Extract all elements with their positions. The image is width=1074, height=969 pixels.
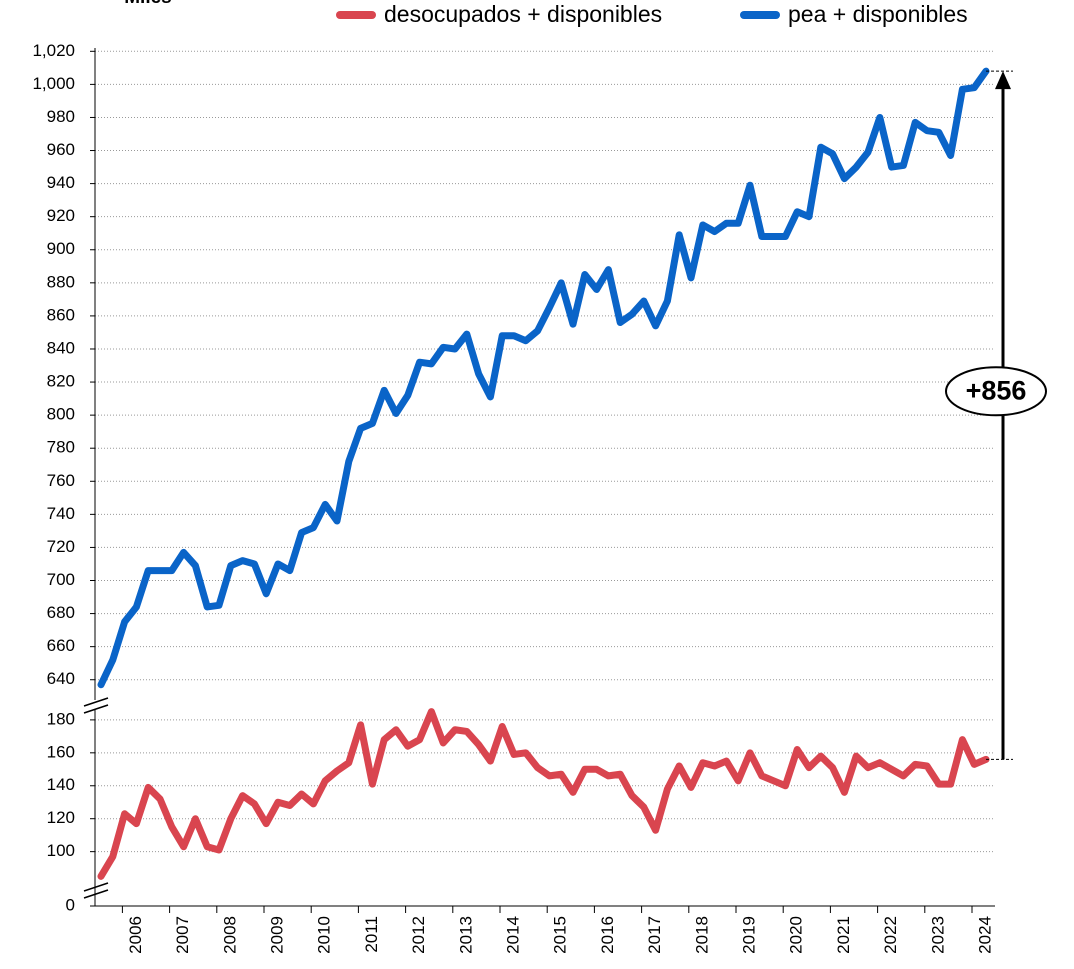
x-tick-label: 2008: [220, 916, 239, 954]
x-tick-label: 2014: [503, 916, 522, 954]
x-tick-label: 2016: [598, 916, 617, 954]
legend-label: pea + disponibles: [788, 1, 968, 27]
y-tick-label: 880: [47, 272, 75, 291]
axis-breaks: [83, 697, 109, 899]
y-tick-label: 140: [47, 775, 75, 794]
y-tick-label: 100: [47, 841, 75, 860]
y-tick-label: 780: [47, 438, 75, 457]
x-tick-label: 2021: [834, 916, 853, 954]
x-tick-label: 2023: [928, 916, 947, 954]
y-tick-label: 820: [47, 372, 75, 391]
y-tick-label: 160: [47, 742, 75, 761]
y-tick-label: 120: [47, 808, 75, 827]
y-axis-label: Miles: [124, 0, 172, 8]
y-tick-label: 800: [47, 405, 75, 424]
y-tick-label: 900: [47, 239, 75, 258]
x-tick-label: 2013: [456, 916, 475, 954]
y-tick-label: 760: [47, 471, 75, 490]
x-tick-label: 2019: [739, 916, 758, 954]
y-tick-label: 920: [47, 206, 75, 225]
y-tick-label: 1,020: [32, 41, 75, 60]
x-tick-label: 2020: [787, 916, 806, 954]
y-tick-label: 980: [47, 107, 75, 126]
x-tick-label: 2010: [315, 916, 334, 954]
y-tick-label: 840: [47, 338, 75, 357]
x-tick-label: 2012: [409, 916, 428, 954]
data-line: [97, 708, 990, 880]
y-tick-label: 720: [47, 537, 75, 556]
x-tick-label: 2017: [645, 916, 664, 954]
x-tick-label: 2024: [975, 916, 994, 954]
x-tick-label: 2018: [692, 916, 711, 954]
y-tick-label: 700: [47, 570, 75, 589]
y-tick-label: 640: [47, 669, 75, 688]
x-tick-label: 2015: [551, 916, 570, 954]
y-tick-label: 1,000: [32, 74, 75, 93]
y-tick-label: 0: [66, 895, 75, 914]
y-tick-label: 680: [47, 603, 75, 622]
legend-label: desocupados + disponibles: [384, 1, 662, 27]
annotation-box: [945, 366, 1047, 417]
x-tick-label: 2022: [881, 916, 900, 954]
x-tick-label: 2011: [362, 916, 381, 953]
x-tick-label: 2007: [173, 916, 192, 954]
x-tick-label: 2009: [267, 916, 286, 954]
y-tick-label: 660: [47, 636, 75, 655]
y-tick-label: 860: [47, 305, 75, 324]
y-tick-label: 740: [47, 504, 75, 523]
arrow-head: [995, 71, 1011, 90]
y-tick-label: 180: [47, 709, 75, 728]
y-tick-label: 960: [47, 140, 75, 159]
y-tick-label: 940: [47, 173, 75, 192]
x-tick-label: 2006: [126, 916, 145, 954]
annotation: +856: [966, 375, 1027, 405]
data-line: [97, 67, 990, 689]
